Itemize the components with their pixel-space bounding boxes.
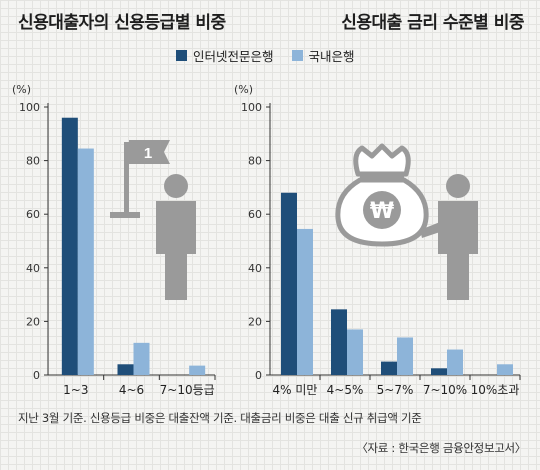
flag-icon: 1 <box>110 140 170 218</box>
left-y-tick-label: 100 <box>19 101 40 114</box>
person-icon-left <box>156 174 196 300</box>
left-y-tick-label: 20 <box>26 315 40 328</box>
footnote: 지난 3월 기준. 신용등급 비중은 대출잔액 기준. 대출금리 비중은 대출 … <box>18 411 422 425</box>
left-category-label: 4~6 <box>119 383 144 397</box>
right-category-label: 10%초과 <box>471 383 520 397</box>
right-bar-domestic-bank <box>497 364 513 375</box>
left-bar-internet-bank <box>61 117 78 375</box>
legend: 인터넷전문은행 국내은행 <box>176 46 373 65</box>
left-bar-domestic-bank <box>77 148 94 375</box>
left-category-label: 7~10등급 <box>160 383 215 397</box>
right-category-label: 7~10% <box>423 383 467 397</box>
legend-label-internet-bank: 인터넷전문은행 <box>193 49 274 64</box>
left-bar-chart: (%) 0 20 40 60 80 100 1~3 4~6 7~10등급 <box>12 83 216 397</box>
person-icon-right <box>420 174 478 300</box>
right-bar-domestic-bank <box>297 228 313 375</box>
right-bar-domestic-bank <box>447 349 463 375</box>
right-y-tick-label: 80 <box>248 155 262 168</box>
left-bar-domestic-bank <box>133 342 150 375</box>
left-y-tick-label: 80 <box>26 155 40 168</box>
legend-item-internet-bank: 인터넷전문은행 <box>176 46 274 65</box>
right-bar-internet-bank <box>381 361 397 375</box>
left-unit-label: (%) <box>12 83 31 96</box>
right-bar-domestic-bank <box>347 329 363 375</box>
right-unit-label: (%) <box>234 83 253 96</box>
right-bar-chart: (%) 0 20 40 60 80 100 4% 미만 4~5% 5~7% 7~10% 10%초과 <box>234 83 521 397</box>
right-y-tick-label: 60 <box>248 208 262 221</box>
left-y-tick-label: 0 <box>33 369 40 382</box>
left-bar-domestic-bank <box>189 365 206 375</box>
legend-swatch-internet-bank <box>176 50 187 61</box>
left-y-tick-label: 60 <box>26 208 40 221</box>
right-chart-title: 신용대출 금리 수준별 비중 <box>341 13 524 33</box>
left-chart-title: 신용대출자의 신용등급별 비중 <box>18 13 226 33</box>
right-y-tick-label: 100 <box>241 101 262 114</box>
won-symbol: ₩ <box>370 199 394 224</box>
left-y-tick-label: 40 <box>26 262 40 275</box>
right-bar-internet-bank <box>431 368 447 375</box>
right-category-label: 4~5% <box>327 383 364 397</box>
right-category-label: 5~7% <box>377 383 414 397</box>
money-bag-icon: ₩ <box>335 143 429 247</box>
source-citation: 〈자료 : 한국은행 금융안정보고서〉 <box>356 441 526 455</box>
flag-number: 1 <box>144 145 152 162</box>
left-bar-internet-bank <box>117 364 134 375</box>
legend-swatch-domestic-bank <box>291 50 303 61</box>
right-bar-internet-bank <box>281 192 297 375</box>
right-y-tick-label: 0 <box>255 369 262 382</box>
right-bar-internet-bank <box>331 309 347 375</box>
right-category-label: 4% 미만 <box>273 383 318 397</box>
left-category-label: 1~3 <box>63 383 88 397</box>
legend-label-domestic-bank: 국내은행 <box>308 49 355 64</box>
right-bar-domestic-bank <box>397 337 413 375</box>
right-y-tick-label: 20 <box>248 315 262 328</box>
right-y-tick-label: 40 <box>248 262 262 275</box>
legend-item-domestic-bank: 국내은행 <box>291 46 355 65</box>
